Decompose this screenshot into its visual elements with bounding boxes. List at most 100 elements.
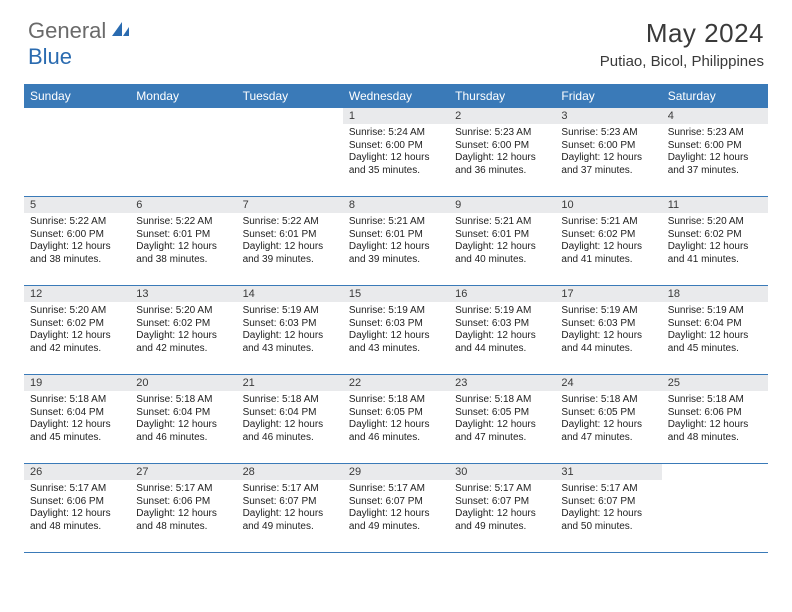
calendar: Sunday Monday Tuesday Wednesday Thursday… bbox=[24, 84, 768, 553]
calendar-cell: 11Sunrise: 5:20 AMSunset: 6:02 PMDayligh… bbox=[662, 197, 768, 285]
daylight-text: Daylight: 12 hours and 42 minutes. bbox=[136, 330, 230, 355]
daylight-text: Daylight: 12 hours and 35 minutes. bbox=[349, 152, 443, 177]
cell-body: Sunrise: 5:18 AMSunset: 6:06 PMDaylight:… bbox=[662, 391, 768, 448]
daylight-text: Daylight: 12 hours and 41 minutes. bbox=[561, 241, 655, 266]
sunrise-text: Sunrise: 5:23 AM bbox=[561, 127, 655, 140]
day-number: 30 bbox=[449, 464, 555, 480]
logo-text-general: General bbox=[28, 18, 106, 44]
sunrise-text: Sunrise: 5:23 AM bbox=[455, 127, 549, 140]
sunrise-text: Sunrise: 5:19 AM bbox=[349, 305, 443, 318]
daylight-text: Daylight: 12 hours and 37 minutes. bbox=[668, 152, 762, 177]
sunset-text: Sunset: 6:05 PM bbox=[561, 407, 655, 420]
daylight-text: Daylight: 12 hours and 38 minutes. bbox=[30, 241, 124, 266]
week-row: 26Sunrise: 5:17 AMSunset: 6:06 PMDayligh… bbox=[24, 464, 768, 553]
cell-body: Sunrise: 5:19 AMSunset: 6:03 PMDaylight:… bbox=[237, 302, 343, 359]
calendar-cell: 8Sunrise: 5:21 AMSunset: 6:01 PMDaylight… bbox=[343, 197, 449, 285]
cell-body: Sunrise: 5:22 AMSunset: 6:00 PMDaylight:… bbox=[24, 213, 130, 270]
day-number: 23 bbox=[449, 375, 555, 391]
cell-body: Sunrise: 5:19 AMSunset: 6:03 PMDaylight:… bbox=[449, 302, 555, 359]
daylight-text: Daylight: 12 hours and 49 minutes. bbox=[455, 508, 549, 533]
day-number: 15 bbox=[343, 286, 449, 302]
day-number: 2 bbox=[449, 108, 555, 124]
daylight-text: Daylight: 12 hours and 39 minutes. bbox=[243, 241, 337, 266]
cell-body: Sunrise: 5:19 AMSunset: 6:03 PMDaylight:… bbox=[343, 302, 449, 359]
sunset-text: Sunset: 6:05 PM bbox=[455, 407, 549, 420]
cell-body: Sunrise: 5:20 AMSunset: 6:02 PMDaylight:… bbox=[662, 213, 768, 270]
calendar-cell: 18Sunrise: 5:19 AMSunset: 6:04 PMDayligh… bbox=[662, 286, 768, 374]
daylight-text: Daylight: 12 hours and 38 minutes. bbox=[136, 241, 230, 266]
sunset-text: Sunset: 6:00 PM bbox=[668, 140, 762, 153]
weekday-header: Friday bbox=[555, 85, 661, 108]
calendar-cell: 27Sunrise: 5:17 AMSunset: 6:06 PMDayligh… bbox=[130, 464, 236, 552]
logo: General bbox=[28, 18, 134, 44]
sunrise-text: Sunrise: 5:17 AM bbox=[561, 483, 655, 496]
cell-body: Sunrise: 5:21 AMSunset: 6:01 PMDaylight:… bbox=[343, 213, 449, 270]
sunset-text: Sunset: 6:01 PM bbox=[455, 229, 549, 242]
cell-body: Sunrise: 5:20 AMSunset: 6:02 PMDaylight:… bbox=[130, 302, 236, 359]
day-number: 8 bbox=[343, 197, 449, 213]
sunrise-text: Sunrise: 5:17 AM bbox=[30, 483, 124, 496]
sunrise-text: Sunrise: 5:21 AM bbox=[349, 216, 443, 229]
day-number: 11 bbox=[662, 197, 768, 213]
week-row: 5Sunrise: 5:22 AMSunset: 6:00 PMDaylight… bbox=[24, 197, 768, 286]
day-number: 14 bbox=[237, 286, 343, 302]
day-number: 10 bbox=[555, 197, 661, 213]
daylight-text: Daylight: 12 hours and 45 minutes. bbox=[668, 330, 762, 355]
daylight-text: Daylight: 12 hours and 37 minutes. bbox=[561, 152, 655, 177]
week-row: 19Sunrise: 5:18 AMSunset: 6:04 PMDayligh… bbox=[24, 375, 768, 464]
sunrise-text: Sunrise: 5:19 AM bbox=[561, 305, 655, 318]
day-number: 12 bbox=[24, 286, 130, 302]
cell-body: Sunrise: 5:17 AMSunset: 6:07 PMDaylight:… bbox=[449, 480, 555, 537]
sunset-text: Sunset: 6:03 PM bbox=[349, 318, 443, 331]
sunset-text: Sunset: 6:07 PM bbox=[243, 496, 337, 509]
sunset-text: Sunset: 6:02 PM bbox=[30, 318, 124, 331]
cell-body: Sunrise: 5:21 AMSunset: 6:01 PMDaylight:… bbox=[449, 213, 555, 270]
sunset-text: Sunset: 6:04 PM bbox=[668, 318, 762, 331]
calendar-cell: 17Sunrise: 5:19 AMSunset: 6:03 PMDayligh… bbox=[555, 286, 661, 374]
day-number: 6 bbox=[130, 197, 236, 213]
day-number: 31 bbox=[555, 464, 661, 480]
sunrise-text: Sunrise: 5:19 AM bbox=[455, 305, 549, 318]
sunset-text: Sunset: 6:06 PM bbox=[30, 496, 124, 509]
daylight-text: Daylight: 12 hours and 36 minutes. bbox=[455, 152, 549, 177]
calendar-cell: 15Sunrise: 5:19 AMSunset: 6:03 PMDayligh… bbox=[343, 286, 449, 374]
daylight-text: Daylight: 12 hours and 46 minutes. bbox=[243, 419, 337, 444]
sunset-text: Sunset: 6:00 PM bbox=[349, 140, 443, 153]
day-number: 24 bbox=[555, 375, 661, 391]
cell-body: Sunrise: 5:24 AMSunset: 6:00 PMDaylight:… bbox=[343, 124, 449, 181]
cell-body: Sunrise: 5:18 AMSunset: 6:04 PMDaylight:… bbox=[130, 391, 236, 448]
cell-body: Sunrise: 5:18 AMSunset: 6:04 PMDaylight:… bbox=[237, 391, 343, 448]
sunset-text: Sunset: 6:06 PM bbox=[668, 407, 762, 420]
cell-body: Sunrise: 5:17 AMSunset: 6:06 PMDaylight:… bbox=[130, 480, 236, 537]
cell-body: Sunrise: 5:20 AMSunset: 6:02 PMDaylight:… bbox=[24, 302, 130, 359]
day-number: 19 bbox=[24, 375, 130, 391]
sunrise-text: Sunrise: 5:24 AM bbox=[349, 127, 443, 140]
calendar-cell: 28Sunrise: 5:17 AMSunset: 6:07 PMDayligh… bbox=[237, 464, 343, 552]
calendar-cell: 4Sunrise: 5:23 AMSunset: 6:00 PMDaylight… bbox=[662, 108, 768, 196]
calendar-cell: 30Sunrise: 5:17 AMSunset: 6:07 PMDayligh… bbox=[449, 464, 555, 552]
sunrise-text: Sunrise: 5:18 AM bbox=[455, 394, 549, 407]
sunrise-text: Sunrise: 5:18 AM bbox=[136, 394, 230, 407]
day-number: 17 bbox=[555, 286, 661, 302]
calendar-cell: 23Sunrise: 5:18 AMSunset: 6:05 PMDayligh… bbox=[449, 375, 555, 463]
day-number: 3 bbox=[555, 108, 661, 124]
daylight-text: Daylight: 12 hours and 48 minutes. bbox=[30, 508, 124, 533]
sunrise-text: Sunrise: 5:17 AM bbox=[136, 483, 230, 496]
sunrise-text: Sunrise: 5:22 AM bbox=[30, 216, 124, 229]
cell-body: Sunrise: 5:18 AMSunset: 6:05 PMDaylight:… bbox=[449, 391, 555, 448]
calendar-cell: 2Sunrise: 5:23 AMSunset: 6:00 PMDaylight… bbox=[449, 108, 555, 196]
day-number: 9 bbox=[449, 197, 555, 213]
calendar-cell: 5Sunrise: 5:22 AMSunset: 6:00 PMDaylight… bbox=[24, 197, 130, 285]
day-number: 13 bbox=[130, 286, 236, 302]
sunset-text: Sunset: 6:04 PM bbox=[30, 407, 124, 420]
sunrise-text: Sunrise: 5:20 AM bbox=[136, 305, 230, 318]
day-number: 4 bbox=[662, 108, 768, 124]
sunrise-text: Sunrise: 5:18 AM bbox=[349, 394, 443, 407]
weekday-header: Thursday bbox=[449, 85, 555, 108]
daylight-text: Daylight: 12 hours and 44 minutes. bbox=[455, 330, 549, 355]
daylight-text: Daylight: 12 hours and 47 minutes. bbox=[561, 419, 655, 444]
sunset-text: Sunset: 6:07 PM bbox=[561, 496, 655, 509]
daylight-text: Daylight: 12 hours and 49 minutes. bbox=[243, 508, 337, 533]
sunset-text: Sunset: 6:04 PM bbox=[136, 407, 230, 420]
day-number: 16 bbox=[449, 286, 555, 302]
